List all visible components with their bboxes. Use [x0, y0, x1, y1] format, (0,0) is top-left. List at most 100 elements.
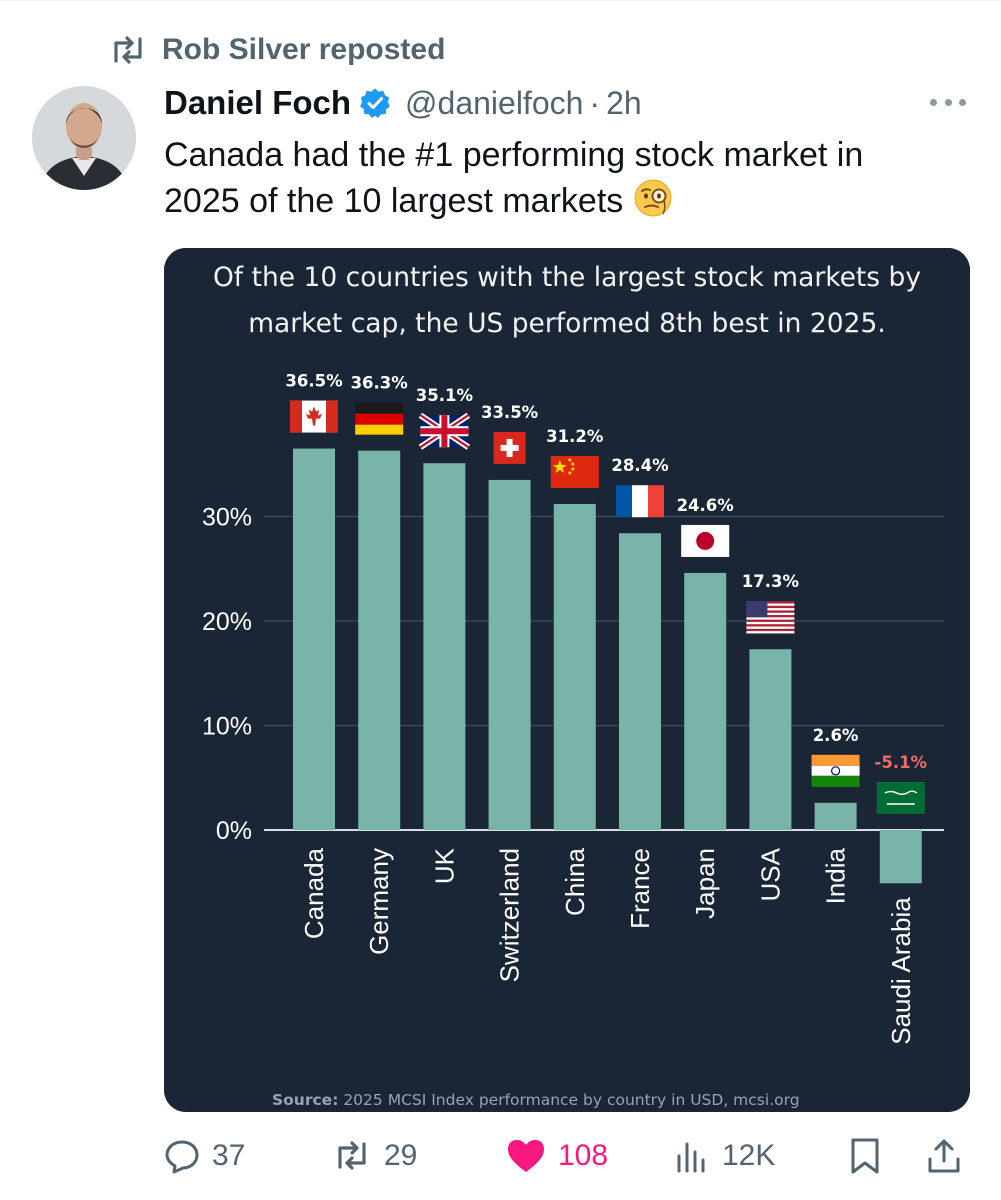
flag-part: [648, 485, 664, 518]
share-button[interactable]: [926, 1128, 962, 1184]
bookmark-button[interactable]: [850, 1128, 880, 1184]
repost-icon: [338, 1141, 366, 1170]
source-text: 2025 MCSI Index performance by country i…: [338, 1091, 799, 1109]
verified-badge-icon: [359, 87, 391, 119]
author-name[interactable]: Daniel Foch: [164, 84, 352, 121]
like-button[interactable]: 108: [506, 1128, 608, 1184]
flag-part: [632, 485, 648, 518]
value-label: -5.1%: [874, 753, 927, 772]
flag-part: [355, 402, 404, 414]
canada-flag: [290, 400, 338, 433]
heart-filled-icon: [508, 1140, 544, 1172]
repost-indicator[interactable]: Rob Silver reposted: [108, 30, 445, 70]
chart-source: Source: 2025 MCSI Index performance by c…: [272, 1091, 800, 1109]
flag-part: [746, 605, 795, 609]
author-handle[interactable]: @danielfoch: [405, 84, 584, 121]
more-dot-icon: [944, 98, 952, 106]
star-icon: [552, 459, 567, 473]
germany-flag: [355, 402, 404, 435]
reply-count: 37: [212, 1139, 246, 1172]
flag-part: [811, 775, 860, 787]
flag-part: [746, 615, 795, 618]
flag-part: [500, 444, 519, 451]
flag-part: [746, 617, 795, 620]
bar: [814, 802, 857, 830]
flag-part: [746, 624, 795, 627]
x-tick-label: Canada: [299, 847, 329, 939]
x-tick-label: UK: [429, 847, 459, 884]
bar-chart: Of the 10 countries with the largest sto…: [164, 248, 970, 1112]
switzerland-flag: [493, 431, 526, 464]
star-icon: [568, 458, 572, 462]
separator-dot: ·: [589, 84, 601, 121]
repost-button[interactable]: 29: [332, 1128, 417, 1184]
flag-part: [746, 628, 795, 632]
reply-icon: [165, 1140, 199, 1174]
x-tick-label: France: [625, 848, 655, 929]
bar: [684, 572, 727, 830]
post-time[interactable]: 2h: [606, 84, 642, 121]
more-options-button[interactable]: [924, 88, 972, 116]
x-tick-label: Germany: [364, 848, 394, 955]
value-label: 33.5%: [481, 403, 539, 422]
bar: [553, 503, 596, 830]
flag-part: [884, 790, 918, 795]
maple-leaf-icon: [306, 406, 322, 426]
top-divider: [0, 0, 1001, 1]
repost-label: Rob Silver reposted: [162, 33, 446, 66]
value-label: 28.4%: [611, 456, 669, 475]
view-count: 12K: [722, 1139, 776, 1172]
repost-icon: [114, 36, 142, 64]
y-tick-label: 10%: [202, 713, 252, 741]
flag-part: [811, 754, 860, 766]
value-label: 17.3%: [742, 572, 800, 591]
chart-title-line: market cap, the US performed 8th best in…: [248, 308, 886, 339]
x-tick-label: USA: [755, 847, 785, 901]
y-tick-label: 0%: [216, 817, 252, 845]
analytics-icon: [677, 1142, 705, 1173]
value-label: 36.3%: [351, 374, 409, 393]
y-tick-label: 20%: [202, 608, 252, 636]
source-label: Source:: [272, 1091, 338, 1109]
flag-part: [746, 619, 795, 622]
flag-part: [616, 485, 632, 518]
flag-part: [420, 428, 469, 435]
flag-part: [746, 626, 795, 629]
bar: [619, 533, 661, 830]
flag-part: [290, 400, 302, 433]
bookmark-icon: [851, 1138, 879, 1174]
tweet-line: 2025 of the 10 largest markets: [164, 182, 624, 220]
flag-part: [355, 413, 404, 425]
star-icon: [568, 471, 572, 475]
x-tick-label: China: [560, 847, 590, 915]
star-icon: [571, 462, 575, 466]
action-bar: 37 29 108 12K: [164, 1128, 972, 1184]
flag-part: [746, 612, 795, 616]
star-icon: [571, 467, 575, 471]
tweet-header: Daniel Foch @danielfoch · 2h: [164, 80, 642, 126]
reply-button[interactable]: 37: [164, 1128, 245, 1184]
france-flag: [616, 485, 664, 518]
flag-part: [550, 455, 599, 488]
tweet-text: Canada had the #1 performing stock marke…: [164, 132, 984, 224]
more-dot-icon: [930, 98, 937, 106]
x-tick-label: Switzerland: [495, 848, 525, 982]
flag-part: [830, 766, 841, 776]
saudi-arabia-flag: [876, 782, 925, 814]
value-label: 24.6%: [677, 496, 735, 515]
flag-part: [696, 531, 715, 550]
flag-part: [746, 621, 795, 625]
flag-part: [746, 631, 795, 634]
chart-image[interactable]: Of the 10 countries with the largest sto…: [164, 248, 970, 1112]
tweet-line: Canada had the #1 performing stock marke…: [164, 136, 864, 174]
share-icon: [928, 1139, 960, 1173]
avatar[interactable]: [32, 86, 136, 190]
flag-part: [746, 608, 795, 611]
bar: [423, 463, 466, 830]
flag-part: [355, 424, 404, 435]
bar: [358, 450, 401, 830]
value-label: 35.1%: [416, 386, 474, 405]
bar: [749, 649, 792, 830]
views-button[interactable]: 12K: [674, 1128, 775, 1184]
x-tick-label: Japan: [690, 848, 720, 919]
